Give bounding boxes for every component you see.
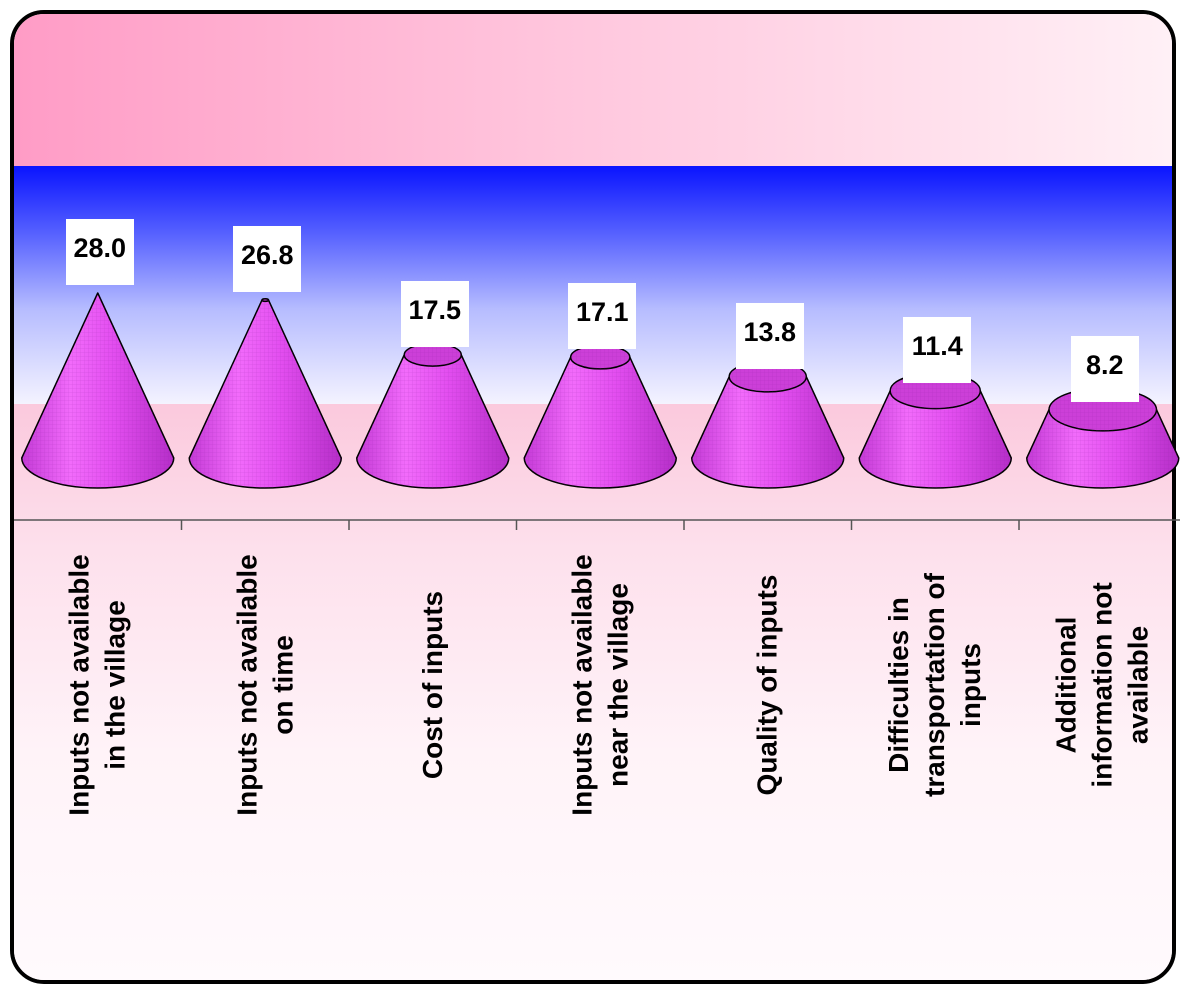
category-label-text: Quality of inputs: [751, 574, 783, 796]
header-band: [14, 14, 1172, 166]
cone-bar: [523, 344, 677, 489]
cone-bar: [691, 360, 845, 489]
cone-bar: [1026, 387, 1180, 489]
cone-bar: [858, 372, 1012, 489]
value-label: 13.8: [735, 302, 804, 369]
category-label-text: Inputs not available on time: [231, 554, 299, 816]
category-label: Difficulties in transportation of inputs: [860, 535, 1010, 835]
category-label: Inputs not available near the village: [525, 535, 675, 835]
value-label: 26.8: [233, 226, 302, 293]
cone-bar: [356, 342, 510, 489]
plot-background: [14, 404, 1172, 980]
chart-frame: [10, 10, 1176, 984]
value-label: 28.0: [65, 219, 134, 285]
cone-bar: [188, 298, 342, 489]
category-label: Quality of inputs: [693, 535, 843, 835]
category-label-text: Difficulties in transportation of inputs: [883, 573, 987, 797]
category-label: Inputs not available in the village: [23, 535, 173, 835]
category-label-text: Inputs not available near the village: [566, 554, 634, 816]
value-label: 8.2: [1070, 335, 1139, 402]
value-label: 17.1: [568, 283, 637, 350]
value-label: 17.5: [400, 280, 469, 347]
cone-bar: [21, 292, 175, 489]
x-axis: [14, 519, 1180, 530]
category-label: Inputs not available on time: [190, 535, 340, 835]
category-label-text: Inputs not available in the village: [63, 554, 131, 816]
category-label-text: Cost of inputs: [416, 590, 448, 780]
category-label: Additional information not available: [1028, 535, 1178, 835]
category-label: Cost of inputs: [358, 535, 508, 835]
value-label: 11.4: [903, 316, 972, 383]
category-label-text: Additional information not available: [1050, 582, 1154, 788]
